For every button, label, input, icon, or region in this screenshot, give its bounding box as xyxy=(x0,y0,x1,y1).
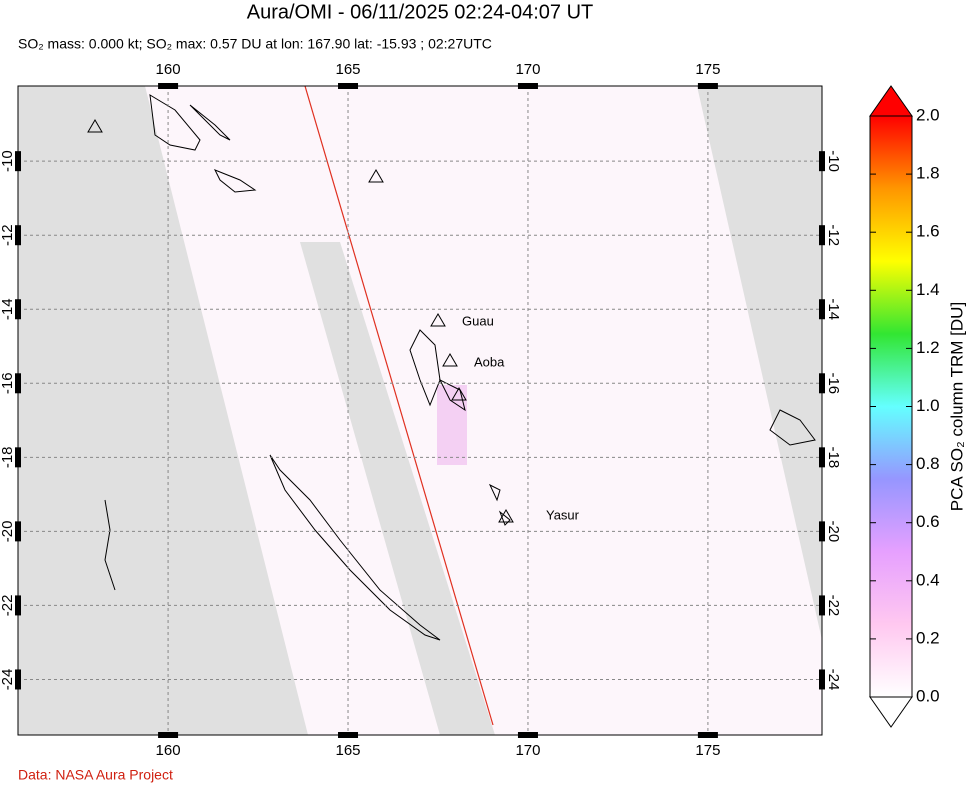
colorbar-tick-label: 0.6 xyxy=(916,512,940,531)
lat-tick-label: -22 xyxy=(0,595,16,617)
lat-tick-label: -12 xyxy=(825,224,842,246)
title: Aura/OMI - 06/11/2025 02:24-04:07 UT xyxy=(247,1,594,23)
colorbar-tick-label: 1.8 xyxy=(916,164,940,183)
lat-tick-label: -24 xyxy=(0,669,16,691)
footer: Data: NASA Aura Project xyxy=(18,767,173,783)
colorbar-scale xyxy=(869,115,913,698)
lat-tick-label: -14 xyxy=(825,298,842,320)
map-area xyxy=(18,86,822,735)
lon-tick-label: 160 xyxy=(156,742,181,759)
colorbar-under xyxy=(869,696,913,728)
lon-tick-label: 170 xyxy=(515,742,540,759)
colorbar-tick-label: 0.2 xyxy=(916,628,940,647)
colorbar-over xyxy=(869,85,913,117)
colorbar-label: PCA SO₂ column TRM [DU] xyxy=(947,302,966,511)
lat-tick-label: -18 xyxy=(825,446,842,468)
volcano-marker xyxy=(442,353,458,367)
subtitle: SO₂ mass: 0.000 kt; SO₂ max: 0.57 DU at … xyxy=(18,36,492,52)
volcano-marker xyxy=(498,509,514,523)
map-frame xyxy=(17,85,823,736)
volcano-marker xyxy=(451,387,467,401)
colorbar-tick-label: 1.0 xyxy=(916,396,940,415)
colorbar-tick-label: 0.4 xyxy=(916,570,940,589)
lat-tick-label: -10 xyxy=(0,150,16,172)
lat-tick-label: -12 xyxy=(0,224,16,246)
volcano-marker xyxy=(87,119,103,133)
colorbar-tick-label: 0.8 xyxy=(916,454,940,473)
lon-tick-label: 165 xyxy=(336,742,361,759)
no-data-right xyxy=(697,86,822,640)
lon-tick-label: 175 xyxy=(695,742,720,759)
lon-tick-label: 160 xyxy=(156,61,181,78)
orbit-track xyxy=(304,86,494,726)
lat-tick-label: -24 xyxy=(825,669,842,691)
no-data-gap xyxy=(300,242,495,735)
so2-signal xyxy=(437,385,467,465)
lat-tick-label: -22 xyxy=(825,595,842,617)
volcano-label: Aoba xyxy=(474,354,505,369)
colorbar-tick-label: 0.0 xyxy=(916,686,940,705)
volcano-marker xyxy=(430,313,446,327)
lat-tick-label: -20 xyxy=(825,521,842,543)
colorbar: 0.0 0.2 0.4 0.6 0.8 1.0 1.2 1.4 1.6 1.8 2.0 PCA SO₂… xyxy=(869,85,966,728)
volcano-label: Guau xyxy=(462,313,494,328)
lon-tick-label: 170 xyxy=(515,61,540,78)
lat-tick-label: -20 xyxy=(0,521,16,543)
no-data-left xyxy=(18,86,308,735)
volcano-label: Yasur xyxy=(546,507,580,522)
lat-tick-label: -10 xyxy=(825,150,842,172)
lon-tick-label: 165 xyxy=(336,61,361,78)
lat-tick-label: -16 xyxy=(0,372,16,394)
colorbar-tick-label: 1.4 xyxy=(916,280,940,299)
lat-tick-label: -16 xyxy=(825,372,842,394)
colorbar-tick-label: 2.0 xyxy=(916,105,940,124)
colorbar-tick-label: 1.2 xyxy=(916,338,940,357)
volcano-markers xyxy=(87,119,514,523)
volcano-marker xyxy=(368,169,384,183)
colorbar-tick-label: 1.6 xyxy=(916,222,940,241)
lat-tick-label: -18 xyxy=(0,446,16,468)
lon-tick-label: 175 xyxy=(695,61,720,78)
lat-tick-label: -14 xyxy=(0,298,16,320)
